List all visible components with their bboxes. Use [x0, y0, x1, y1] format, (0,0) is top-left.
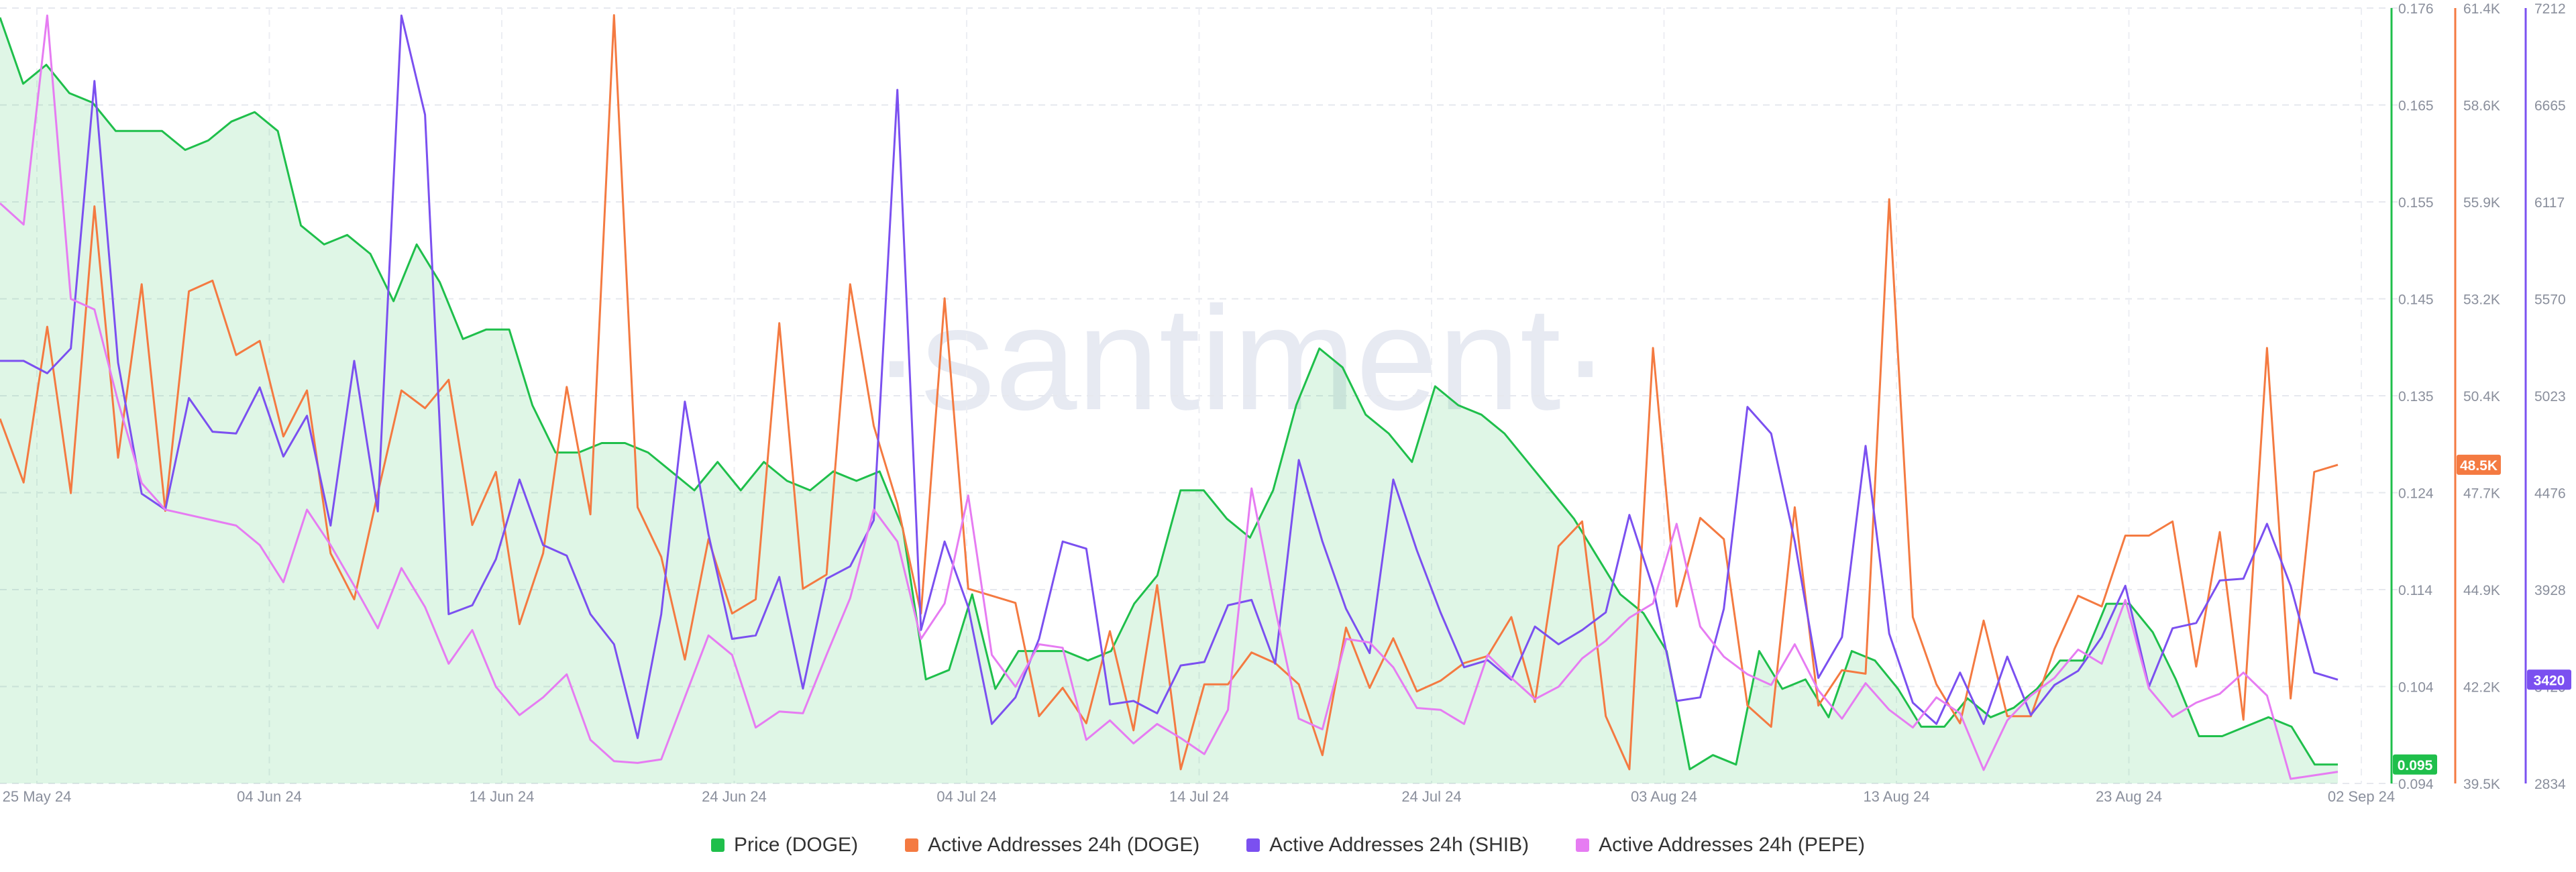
legend-label-aa-pepe: Active Addresses 24h (PEPE): [1599, 834, 1865, 856]
y-tick-label-price: 0.165: [2398, 99, 2434, 114]
y-tick-label-doge_aa: 61.4K: [2463, 1, 2500, 17]
x-tick-label: 14 Jun 24: [470, 788, 535, 805]
legend-label-aa-shib: Active Addresses 24h (SHIB): [1269, 834, 1529, 856]
last-value-badge-price: [2393, 754, 2437, 775]
y-tick-label-shib_aa: 6117: [2534, 195, 2565, 211]
y-tick-label-shib_aa: 2834: [2534, 777, 2566, 792]
y-tick-label-price: 0.104: [2398, 680, 2434, 696]
last-value-badge-shib_aa: [2527, 669, 2571, 690]
y-tick-label-shib_aa: 7212: [2534, 1, 2566, 17]
series-line-3[interactable]: [0, 14, 2339, 780]
y-tick-label-shib_aa: 5023: [2534, 389, 2566, 404]
santiment-watermark: ·santiment·: [872, 276, 1610, 441]
x-tick-label: 04 Jul 24: [936, 788, 996, 805]
last-value-label-shib_aa: 3420: [2534, 673, 2565, 688]
y-tick-label-price: 0.114: [2398, 583, 2432, 598]
y-tick-label-shib_aa: 5570: [2534, 292, 2566, 308]
x-tick-label: 24 Jul 24: [1401, 788, 1461, 805]
last-value-badge-doge_aa: [2457, 454, 2501, 475]
y-tick-label-price: 0.135: [2398, 389, 2434, 404]
legend-swatch-aa-doge: [905, 838, 919, 852]
x-tick-label: 24 Jun 24: [702, 788, 767, 805]
series-line-0[interactable]: [0, 17, 2338, 771]
y-tick-label-price: 0.155: [2398, 195, 2434, 211]
y-tick-label-shib_aa: 4476: [2534, 486, 2566, 502]
legend-item-price-doge[interactable]: Price (DOGE): [711, 834, 858, 857]
y-tick-label-doge_aa: 50.4K: [2463, 389, 2500, 404]
chart-canvas: ·santiment· 0.1760.1650.1550.1450.1350.1…: [0, 1, 2571, 805]
last-value-label-price: 0.095: [2398, 758, 2433, 773]
legend-swatch-aa-shib: [1246, 838, 1260, 852]
x-tick-label: 25 May 24: [3, 788, 72, 805]
chart-legend: Price (DOGE) Active Addresses 24h (DOGE)…: [0, 825, 2576, 865]
x-axis: 25 May 24 04 Jun 24 14 Jun 24 24 Jun 24 04 J…: [3, 788, 2396, 805]
y-tick-label-price: 0.094: [2398, 777, 2434, 792]
series-line-2[interactable]: [0, 14, 2339, 739]
x-tick-label: 02 Sep 24: [2328, 788, 2395, 805]
x-tick-label: 14 Jul 24: [1169, 788, 1229, 805]
grid-lines: [0, 7, 2398, 784]
legend-item-aa-shib[interactable]: Active Addresses 24h (SHIB): [1246, 834, 1529, 857]
legend-label-aa-doge: Active Addresses 24h (DOGE): [928, 834, 1200, 856]
legend-item-aa-pepe[interactable]: Active Addresses 24h (PEPE): [1576, 834, 1865, 857]
legend-label-price-doge: Price (DOGE): [734, 834, 859, 856]
series-area-0: [0, 17, 2338, 784]
y-tick-label-doge_aa: 42.2K: [2463, 680, 2500, 696]
y-tick-label-doge_aa: 44.9K: [2463, 583, 2500, 598]
series-line-1[interactable]: [0, 14, 2339, 771]
y-tick-label-doge_aa: 47.7K: [2463, 486, 2500, 502]
last-value-label-doge_aa: 48.5K: [2460, 458, 2498, 474]
x-tick-label: 03 Aug 24: [1631, 788, 1697, 805]
y-tick-label-price: 0.176: [2398, 1, 2434, 17]
y-tick-label-price: 0.124: [2398, 486, 2434, 502]
y-tick-label-doge_aa: 55.9K: [2463, 195, 2500, 211]
series-layer: [0, 14, 2339, 784]
y-tick-label-doge_aa: 58.6K: [2463, 99, 2500, 114]
y-tick-label-doge_aa: 39.5K: [2463, 777, 2500, 792]
legend-swatch-aa-pepe: [1576, 838, 1590, 852]
x-tick-label: 04 Jun 24: [237, 788, 302, 805]
axis-layer: 0.176 0.165 0.155 0.145 0.135 0.124 0.114 0.104…: [2390, 1, 2571, 792]
y-tick-label-shib_aa: 3928: [2534, 583, 2566, 598]
legend-swatch-price-doge: [711, 838, 725, 852]
y-tick-label-price: 0.145: [2398, 292, 2434, 308]
x-tick-label: 13 Aug 24: [1863, 788, 1929, 805]
y-tick-label-shib_aa: 6665: [2534, 99, 2566, 114]
x-tick-label: 23 Aug 24: [2096, 788, 2162, 805]
y-tick-label-doge_aa: 53.2K: [2463, 292, 2500, 308]
legend-item-aa-doge[interactable]: Active Addresses 24h (DOGE): [905, 834, 1199, 857]
